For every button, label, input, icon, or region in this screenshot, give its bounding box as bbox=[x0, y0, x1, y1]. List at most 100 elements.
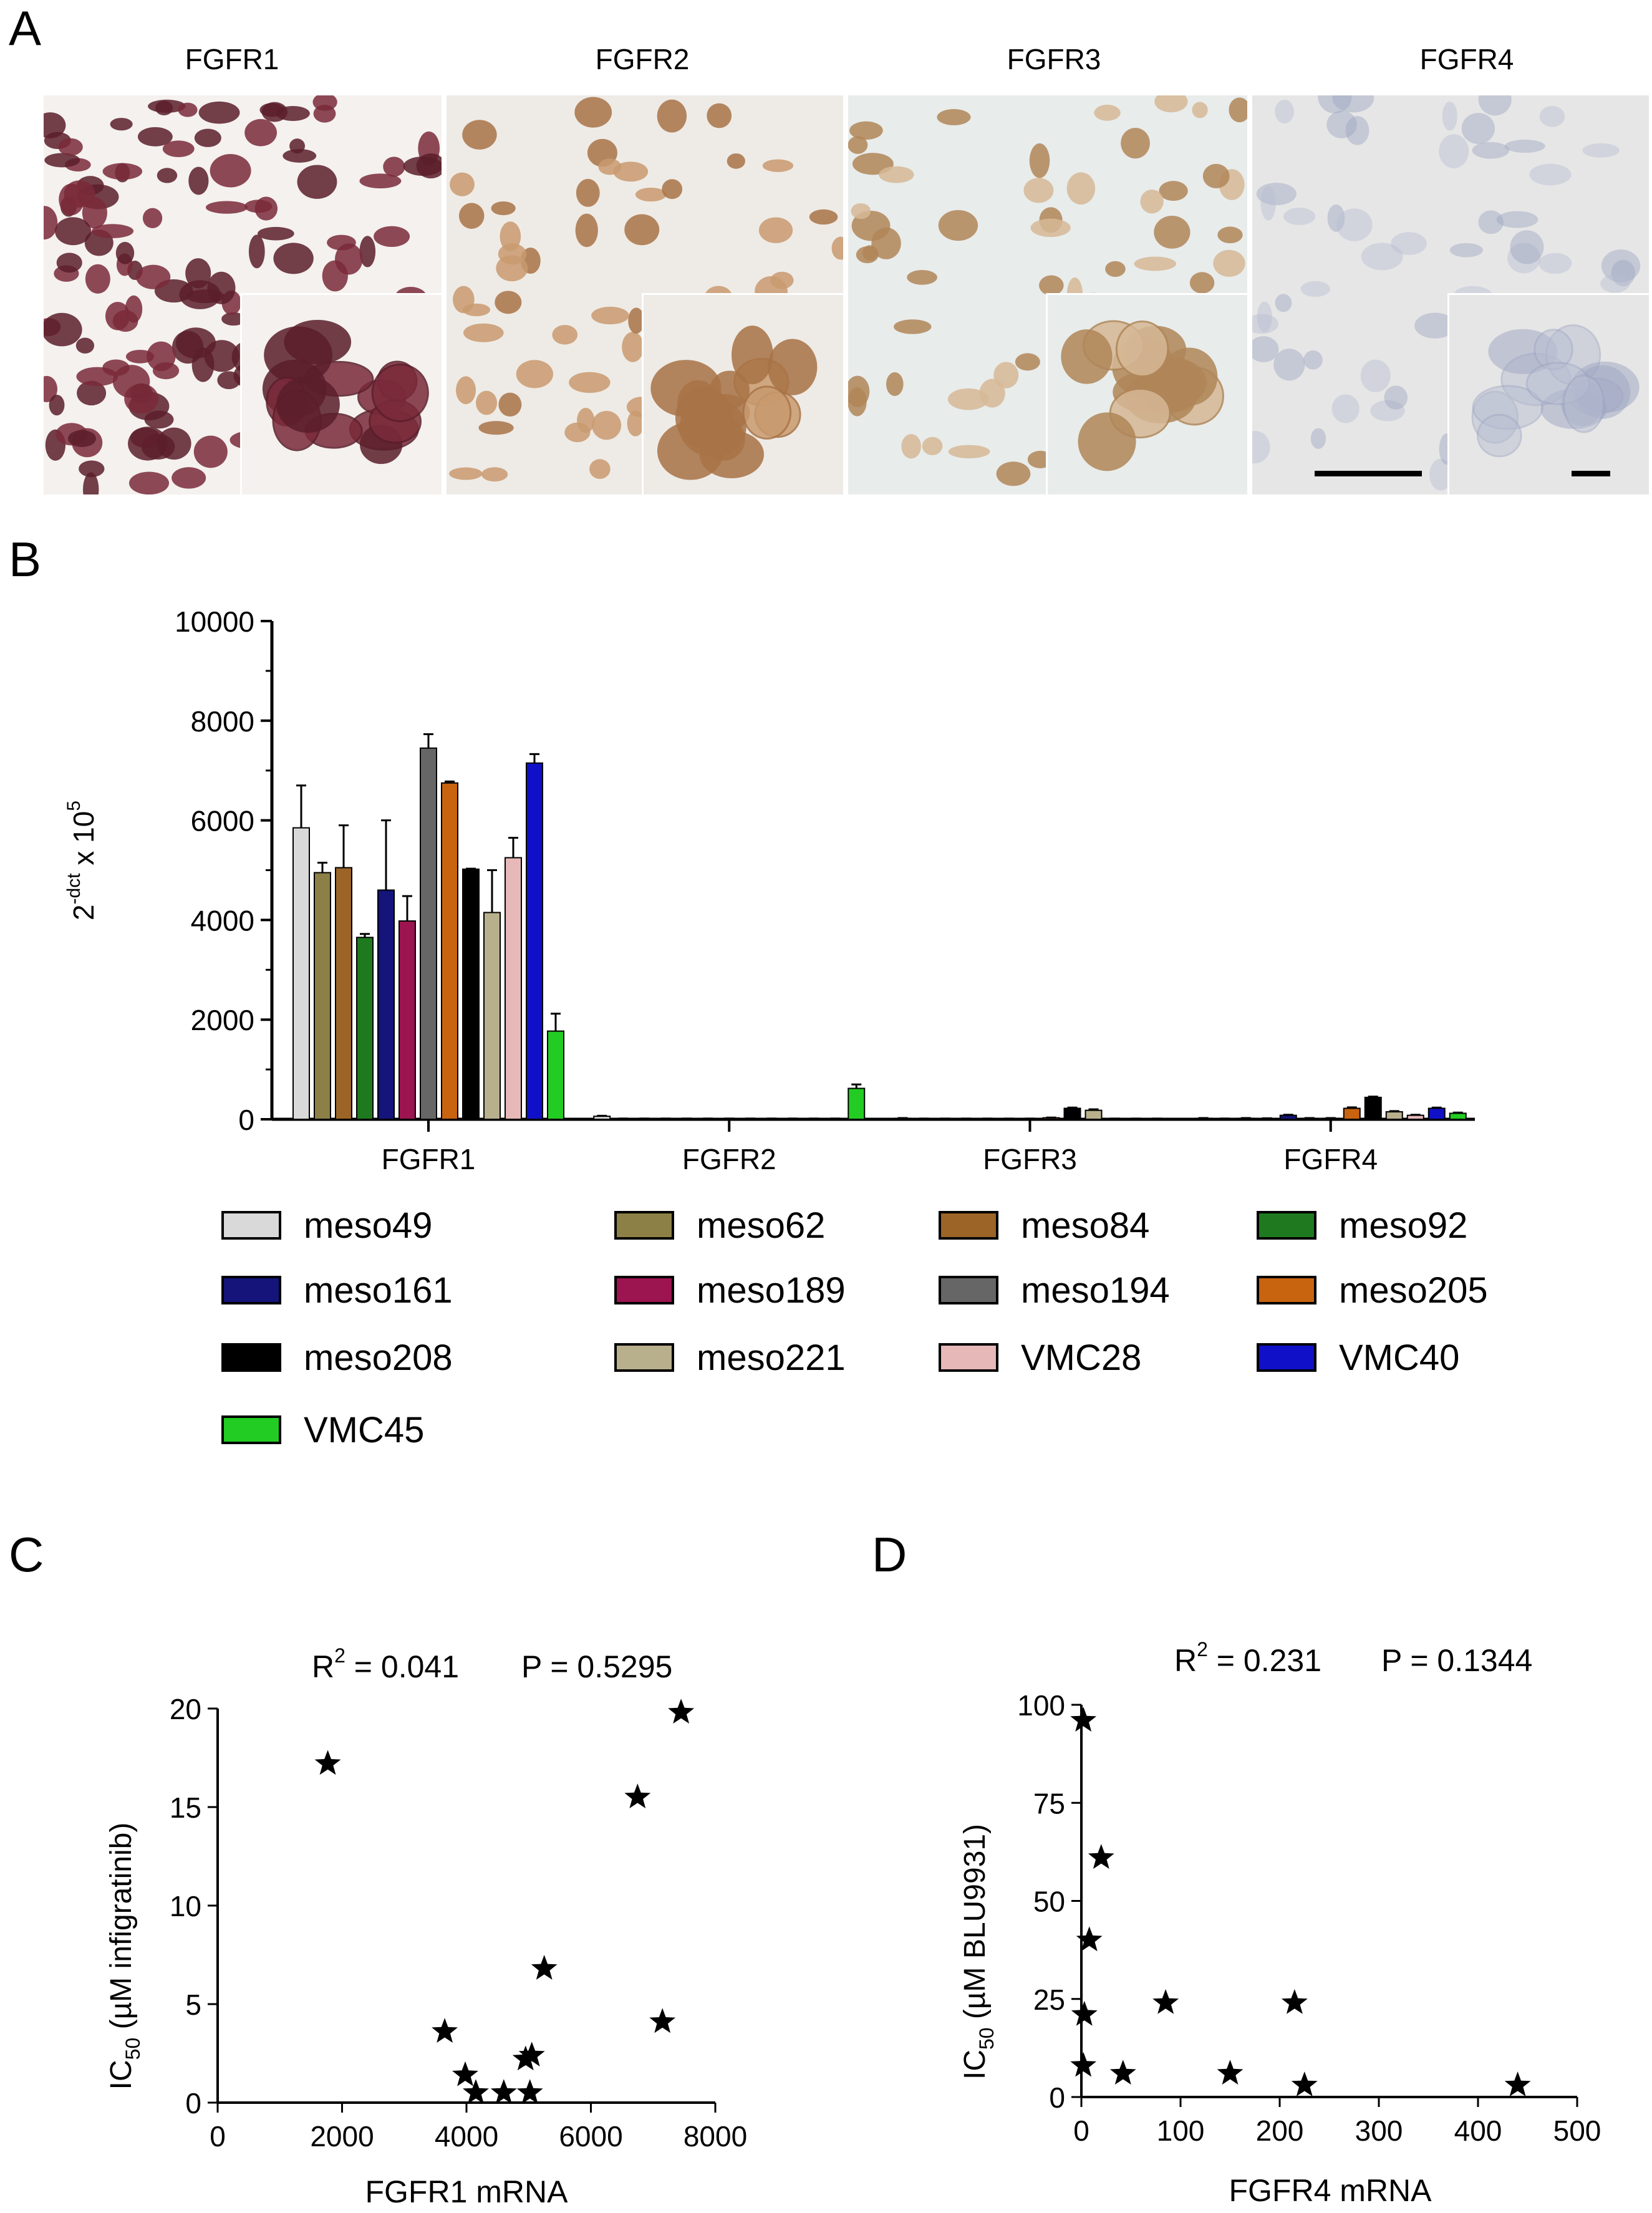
bar-meso205-fgfr1 bbox=[441, 782, 458, 1120]
stained-cell bbox=[171, 467, 206, 489]
bar-vmc45-fgfr1 bbox=[547, 1030, 564, 1121]
micrograph-inset-fgfr2 bbox=[642, 293, 843, 494]
scatter-d-x-label: FGFR4 mRNA bbox=[1229, 2173, 1432, 2207]
stained-cell bbox=[947, 388, 989, 410]
stained-cell bbox=[622, 332, 644, 362]
scatter-x-tick-label: 0 bbox=[1073, 2114, 1089, 2147]
scatter-x-tick-label: 200 bbox=[1256, 2114, 1304, 2147]
micrograph-fgfr1 bbox=[44, 95, 442, 494]
stained-cell bbox=[657, 99, 687, 133]
legend-swatch bbox=[1257, 1211, 1316, 1240]
scatter-c-annotation-r: R2 = 0.041 bbox=[312, 1644, 459, 1684]
stained-cell bbox=[129, 471, 170, 494]
legend-swatch bbox=[221, 1276, 281, 1304]
stained-cell bbox=[1300, 281, 1330, 297]
stained-cell bbox=[1140, 189, 1164, 214]
bar-meso208-fgfr3 bbox=[1063, 1107, 1081, 1120]
stained-cell bbox=[1154, 216, 1191, 249]
stained-cell bbox=[198, 101, 240, 124]
scatter-point-star bbox=[624, 1783, 651, 1808]
bar-chart-y-label: 2-dct x 105 bbox=[64, 801, 100, 920]
micrograph-inset-fgfr3 bbox=[1046, 293, 1247, 494]
stained-cell bbox=[937, 108, 971, 125]
stained-cell bbox=[564, 422, 591, 443]
stained-cell bbox=[1189, 272, 1215, 294]
stained-cell bbox=[374, 226, 410, 247]
stained-cell bbox=[49, 394, 65, 416]
stained-cell bbox=[289, 138, 306, 154]
bar-chart-x-tick-label: FGFR2 bbox=[682, 1143, 776, 1175]
stained-cell bbox=[125, 349, 155, 364]
legend-label: VMC40 bbox=[1339, 1337, 1460, 1378]
stained-cell bbox=[64, 180, 95, 208]
stained-cell bbox=[1461, 113, 1495, 144]
bar-meso62-fgfr1 bbox=[314, 872, 331, 1120]
legend-swatch bbox=[1257, 1276, 1316, 1304]
stained-cell bbox=[142, 208, 163, 228]
bar-vmc40-fgfr1 bbox=[526, 762, 543, 1120]
inset-cell bbox=[703, 417, 745, 461]
stained-cell bbox=[191, 347, 215, 382]
stained-cell bbox=[592, 410, 622, 440]
legend-label: meso221 bbox=[697, 1337, 846, 1378]
legend-swatch bbox=[939, 1343, 998, 1372]
stained-cell bbox=[1029, 143, 1050, 178]
stained-cell bbox=[178, 102, 198, 117]
stained-cell bbox=[283, 148, 317, 163]
stained-cell bbox=[1600, 274, 1630, 293]
stained-cell bbox=[359, 236, 376, 268]
stained-cell bbox=[1121, 127, 1150, 159]
scatter-point-star bbox=[1070, 2051, 1097, 2077]
legend-swatch bbox=[614, 1343, 674, 1372]
stained-cell bbox=[76, 367, 118, 387]
micrograph-fgfr3 bbox=[848, 95, 1247, 494]
bar-meso161-fgfr4 bbox=[1279, 1114, 1297, 1120]
stained-cell bbox=[1318, 95, 1352, 113]
bar-meso189-fgfr1 bbox=[399, 920, 416, 1120]
stained-cell bbox=[727, 153, 745, 169]
stained-cell bbox=[1134, 256, 1177, 271]
scatter-point-star bbox=[649, 2008, 676, 2033]
bar-vmc40-fgfr4 bbox=[1427, 1107, 1446, 1120]
stained-cell bbox=[1094, 104, 1121, 121]
stained-cell bbox=[1391, 232, 1427, 256]
scatter-x-tick-label: 500 bbox=[1553, 2114, 1601, 2147]
micrograph-title-fgfr1: FGFR1 bbox=[185, 43, 279, 75]
stained-cell bbox=[1229, 97, 1247, 123]
stained-cell bbox=[1273, 349, 1305, 381]
bar-meso194-fgfr1 bbox=[420, 747, 437, 1120]
stained-cell bbox=[1303, 350, 1323, 370]
stained-cell bbox=[476, 390, 498, 415]
scatter-y-tick-label: 50 bbox=[1033, 1886, 1065, 1918]
stained-cell bbox=[1370, 400, 1405, 422]
bar-chart-y-tick-label: 0 bbox=[238, 1104, 254, 1136]
scatter-y-tick-label: 25 bbox=[1033, 1984, 1065, 2016]
stained-cell bbox=[58, 138, 83, 156]
stained-cell bbox=[849, 121, 883, 140]
scatter-y-tick-label: 5 bbox=[185, 1989, 201, 2021]
legend-label: meso49 bbox=[304, 1205, 433, 1246]
legend-item-meso161: meso161 bbox=[221, 1270, 453, 1311]
scatter-point-star bbox=[314, 1750, 341, 1775]
stained-cell bbox=[403, 157, 442, 176]
stained-cell bbox=[75, 337, 95, 354]
stained-cell bbox=[115, 241, 135, 264]
stained-cell bbox=[762, 159, 794, 172]
stained-cell bbox=[1504, 139, 1545, 153]
scale-bar-inset bbox=[1572, 471, 1610, 476]
stained-cell bbox=[1507, 243, 1541, 274]
stained-cell bbox=[809, 209, 838, 225]
legend-item-vmc45: VMC45 bbox=[221, 1410, 424, 1450]
stained-cell bbox=[574, 97, 612, 128]
stained-cell bbox=[1327, 204, 1345, 232]
bar-meso208-fgfr1 bbox=[462, 868, 480, 1120]
stained-cell bbox=[1582, 143, 1620, 158]
scatter-point-star bbox=[1152, 1989, 1179, 2014]
stained-cell bbox=[383, 157, 405, 177]
stained-cell bbox=[1449, 243, 1483, 258]
inset-cell bbox=[677, 380, 719, 428]
bar-vmc45-fgfr4 bbox=[1449, 1112, 1467, 1120]
scatter-y-tick-label: 75 bbox=[1033, 1787, 1065, 1820]
scatter-chart-fgfr1: R2 = 0.041 P = 0.5295 FGFR1 mRNA IC50 (µ… bbox=[105, 1644, 747, 2207]
scatter-point-star bbox=[1088, 1844, 1114, 1869]
